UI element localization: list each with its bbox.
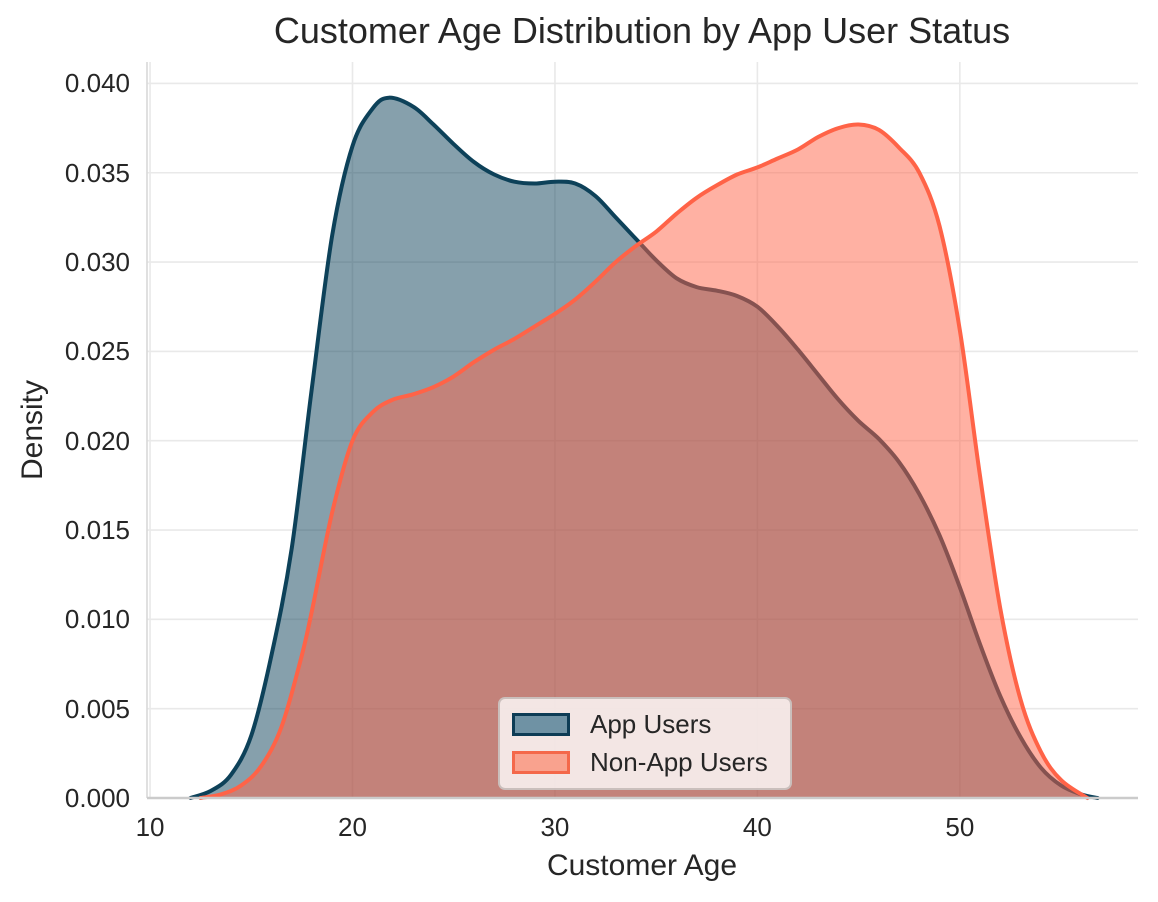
y-tick-label: 0.025 xyxy=(64,336,130,367)
chart-title: Customer Age Distribution by App User St… xyxy=(273,10,1011,51)
legend-label-app-users: App Users xyxy=(590,709,712,739)
density-area-1 xyxy=(200,124,1088,799)
y-tick-label: 0.020 xyxy=(64,425,130,456)
y-tick-label: 0.010 xyxy=(64,604,130,635)
x-tick-label: 30 xyxy=(540,812,570,842)
y-tick-label: 0.000 xyxy=(64,783,130,813)
x-tick-label: 40 xyxy=(742,812,772,842)
x-tick-label: 10 xyxy=(135,812,165,842)
x-tick-label: 50 xyxy=(945,812,975,842)
y-tick-label: 0.015 xyxy=(64,515,130,546)
non-app-users-swatch-icon xyxy=(512,751,570,774)
app-users-swatch-icon xyxy=(512,713,570,736)
x-axis-label: Customer Age xyxy=(546,849,738,882)
legend-label-non-app-users: Non-App Users xyxy=(590,747,768,777)
legend-item-non-app-users: Non-App Users xyxy=(512,748,768,777)
y-tick-label: 0.005 xyxy=(64,693,130,724)
y-tick-label: 0.035 xyxy=(64,157,130,188)
density-curve-1 xyxy=(198,122,1090,800)
legend-item-app-users: App Users xyxy=(512,710,768,739)
y-tick-label: 0.030 xyxy=(64,247,130,278)
legend: App Users Non-App Users xyxy=(498,697,792,790)
y-tick-label: 0.040 xyxy=(64,68,130,99)
x-tick-label: 20 xyxy=(338,812,367,842)
